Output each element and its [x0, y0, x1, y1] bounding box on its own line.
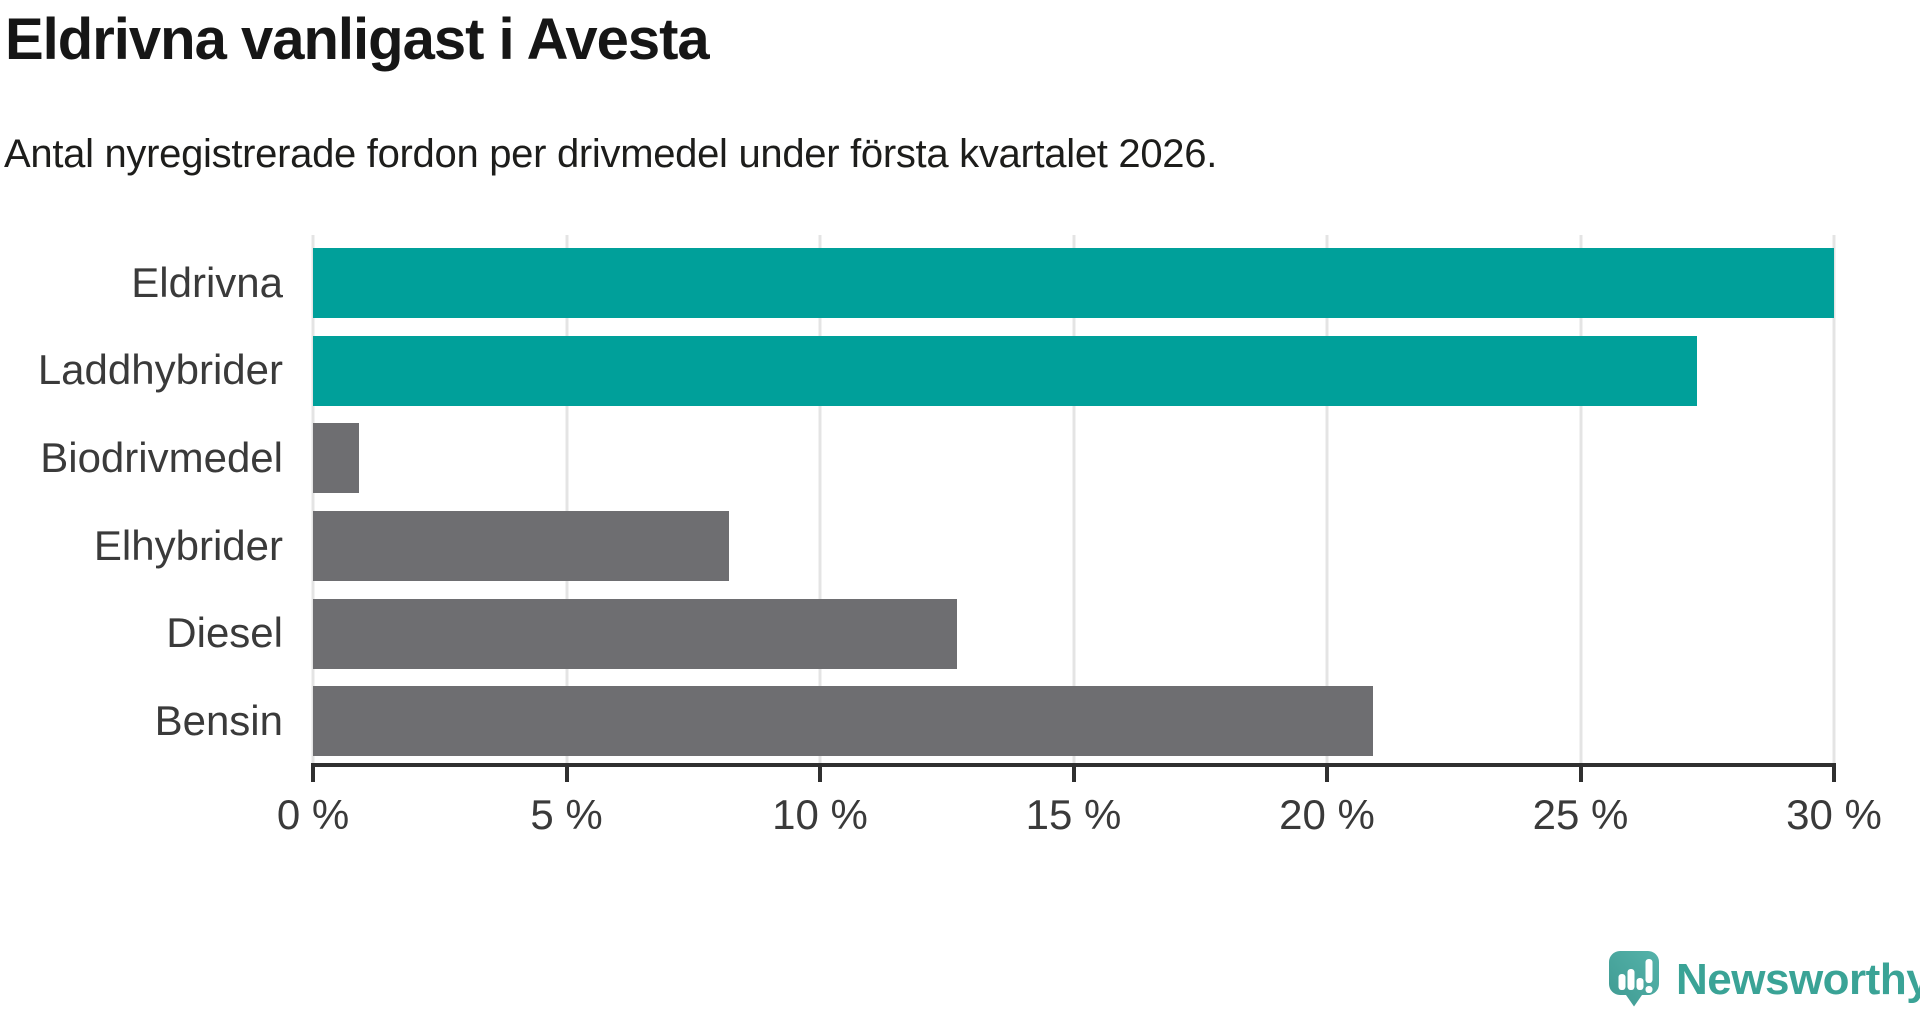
x-tick-label-30: 30 % — [1786, 791, 1882, 838]
gridline-10 — [818, 235, 822, 763]
gridline-15 — [1072, 235, 1075, 763]
bar-bensin — [313, 686, 1373, 757]
plot-area — [311, 235, 1836, 765]
bar-row-biodrivmedel — [313, 414, 1834, 502]
chart-title: Eldrivna vanligast i Avesta — [5, 7, 710, 72]
category-label-eldrivna: Eldrivna — [131, 258, 283, 306]
x-tick-15 — [1071, 767, 1076, 782]
bar-biodrivmedel — [313, 423, 359, 494]
x-axis-line — [311, 763, 1836, 767]
bar-row-eldrivna — [313, 239, 1834, 327]
bar-laddhybrider — [313, 335, 1698, 406]
bar-eldrivna — [313, 248, 1834, 318]
x-tick-label-10: 10 % — [772, 791, 868, 838]
x-tick-label-15: 15 % — [1025, 791, 1122, 838]
gridline-25 — [1579, 235, 1582, 763]
x-tick-20 — [1325, 767, 1329, 782]
bar-elhybrider — [313, 511, 729, 581]
brand-name: Newsworthy — [1676, 955, 1920, 1004]
x-tick-label-5: 5 % — [530, 791, 603, 838]
category-label-biodrivmedel: Biodrivmedel — [40, 434, 283, 482]
x-tick-label-0: 0 % — [276, 791, 350, 838]
category-label-laddhybrider: Laddhybrider — [37, 346, 283, 394]
category-label-elhybrider: Elhybrider — [93, 521, 283, 569]
bar-diesel — [313, 598, 957, 669]
gridline-0 — [311, 235, 315, 763]
bar-row-diesel — [313, 590, 1834, 678]
category-axis-labels: Eldrivna Laddhybrider Biodrivmedel Elhybrid… — [0, 239, 283, 765]
x-tick-label-25: 25 % — [1532, 791, 1629, 838]
chart-subtitle: Antal nyregistrerade fordon per drivmede… — [4, 132, 1218, 176]
x-tick-10 — [818, 767, 822, 782]
newsworthy-bubble-barchart-icon — [1609, 951, 1659, 1007]
bar-row-elhybrider — [313, 502, 1834, 590]
newsworthy-logo: Newsworthy — [1609, 949, 1920, 1007]
x-tick-25 — [1578, 767, 1583, 782]
x-tick-5 — [564, 767, 569, 782]
gridline-20 — [1325, 235, 1329, 763]
bar-row-bensin — [313, 677, 1834, 765]
gridline-5 — [565, 235, 568, 763]
x-tick-30 — [1832, 767, 1836, 782]
category-label-bensin: Bensin — [154, 697, 283, 745]
x-tick-label-20: 20 % — [1279, 791, 1375, 838]
bar-row-laddhybrider — [313, 327, 1834, 415]
gridline-30 — [1832, 235, 1836, 763]
category-label-diesel: Diesel — [166, 609, 283, 657]
x-tick-0 — [311, 767, 315, 782]
